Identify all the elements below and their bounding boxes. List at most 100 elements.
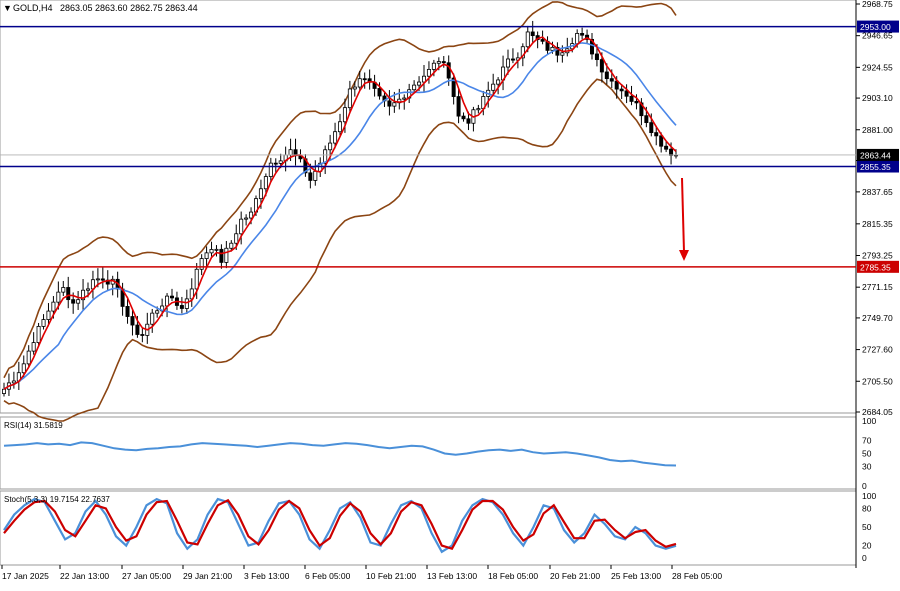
- candle-body: [604, 71, 609, 80]
- candle-body: [436, 61, 441, 64]
- candle-body: [629, 95, 634, 102]
- rsi-panel[interactable]: [0, 416, 857, 490]
- candle-body: [654, 132, 659, 137]
- main-panel[interactable]: [0, 0, 857, 414]
- candle: [387, 90, 392, 116]
- candle-body: [333, 131, 338, 144]
- candle-body: [441, 61, 446, 64]
- candle-body: [81, 289, 86, 301]
- candle-body: [555, 46, 560, 56]
- candle: [323, 145, 328, 175]
- candle-body: [244, 217, 249, 220]
- candle: [619, 84, 624, 100]
- candle: [466, 111, 471, 131]
- candle: [150, 308, 155, 333]
- candle: [456, 88, 461, 124]
- candle-body: [278, 160, 283, 164]
- candle: [239, 211, 244, 245]
- candle-body: [456, 96, 461, 117]
- candle: [130, 309, 135, 336]
- rsi-title: RSI(14) 31.5819: [4, 421, 63, 430]
- y-tick-label: 2684.05: [862, 407, 893, 417]
- y-tick-label: 2903.10: [862, 93, 893, 103]
- candle: [333, 122, 338, 149]
- candle-body: [21, 363, 26, 374]
- current-price-tag: [857, 148, 899, 161]
- candle-body: [46, 310, 51, 320]
- candle: [629, 85, 634, 106]
- candle-body: [461, 115, 466, 120]
- candle-body: [239, 218, 244, 235]
- candle: [244, 214, 249, 226]
- candle-body: [51, 301, 56, 312]
- candle-body: [392, 102, 397, 107]
- candle-body: [224, 247, 229, 263]
- price-scale[interactable]: [856, 0, 900, 586]
- stoch-title: Stoch(5,3,3) 19.7154 22.7637: [4, 495, 110, 504]
- candle: [61, 280, 66, 297]
- candle-body: [412, 84, 417, 91]
- candle: [530, 20, 535, 44]
- candle-body: [357, 78, 362, 88]
- candle: [590, 32, 595, 60]
- candle-body: [2, 388, 7, 394]
- candle: [229, 240, 234, 252]
- candle-body: [575, 33, 580, 44]
- stoch-k-line: [3, 497, 677, 554]
- candle: [26, 345, 31, 368]
- x-tick-label: 3 Feb 13:00: [244, 571, 290, 581]
- candle: [362, 72, 367, 89]
- candle: [273, 158, 278, 173]
- candle: [624, 84, 629, 104]
- candle: [125, 296, 130, 324]
- candle: [219, 244, 224, 269]
- candle-body: [590, 38, 595, 55]
- candle: [179, 296, 184, 314]
- candle-body: [619, 88, 624, 92]
- candle-body: [169, 295, 174, 299]
- candle-body: [634, 101, 639, 104]
- candle: [81, 279, 86, 311]
- x-tick-label: 27 Jan 05:00: [122, 571, 171, 581]
- candle-body: [505, 58, 510, 68]
- candle-body: [56, 291, 61, 303]
- candle: [426, 61, 431, 84]
- rsi-tick-label: 30: [862, 462, 872, 472]
- candle-body: [313, 170, 318, 181]
- candle-body: [140, 334, 145, 336]
- y-tick-label: 2946.65: [862, 31, 893, 41]
- candle-body: [476, 108, 481, 111]
- candle-body: [219, 248, 224, 263]
- rsi-tick-label: 50: [862, 449, 872, 459]
- candle: [268, 157, 273, 183]
- current-price-label: 2863.44: [860, 150, 891, 160]
- y-tick-label: 2771.15: [862, 282, 893, 292]
- x-tick-label: 29 Jan 21:00: [183, 571, 232, 581]
- x-tick-label: 10 Feb 21:00: [366, 571, 416, 581]
- candle-body: [36, 326, 41, 344]
- candle-body: [61, 287, 66, 293]
- candle-body: [184, 298, 189, 309]
- candle-body: [525, 31, 530, 48]
- candle: [421, 64, 426, 92]
- candle-body: [387, 100, 392, 107]
- candle: [659, 132, 664, 153]
- stoch-panel[interactable]: [0, 490, 857, 566]
- candle-body: [644, 115, 649, 124]
- price-level-tag: [857, 160, 899, 173]
- candle: [461, 112, 466, 122]
- candle-body: [268, 162, 273, 177]
- x-tick-label: 6 Feb 05:00: [305, 571, 351, 581]
- y-tick-label: 2749.70: [862, 313, 893, 323]
- candle-body: [451, 77, 456, 97]
- candle-body: [417, 81, 422, 86]
- price-level-tag: [857, 260, 899, 273]
- ma-slow-line: [3, 42, 677, 390]
- candle: [36, 322, 41, 348]
- stoch-d-line: [3, 498, 677, 551]
- bollinger-upper: [3, 1, 677, 379]
- candle-body: [135, 324, 140, 335]
- candle-body: [649, 122, 654, 134]
